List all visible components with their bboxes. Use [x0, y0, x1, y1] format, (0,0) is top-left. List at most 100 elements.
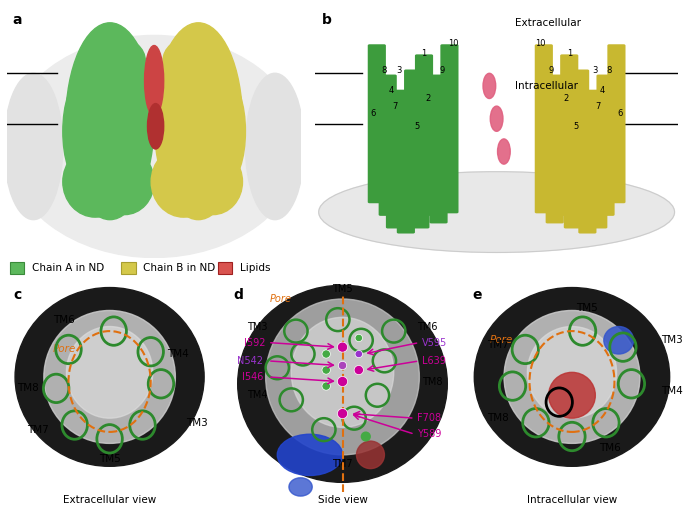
Ellipse shape [490, 106, 503, 131]
Text: I592: I592 [244, 337, 266, 348]
Ellipse shape [95, 149, 154, 215]
Ellipse shape [483, 73, 496, 98]
Ellipse shape [92, 38, 145, 83]
Ellipse shape [66, 327, 153, 418]
Text: 3: 3 [396, 66, 401, 75]
Text: L639: L639 [422, 356, 445, 366]
Ellipse shape [210, 81, 245, 182]
Ellipse shape [151, 146, 216, 217]
Text: 6: 6 [371, 109, 376, 118]
Circle shape [322, 350, 330, 358]
Bar [10, 262, 25, 274]
Text: c: c [13, 287, 21, 302]
Text: d: d [233, 287, 243, 302]
Ellipse shape [7, 36, 301, 258]
FancyBboxPatch shape [415, 55, 433, 216]
Circle shape [354, 366, 364, 374]
Bar [121, 262, 136, 274]
Ellipse shape [147, 104, 164, 149]
Ellipse shape [154, 23, 242, 220]
Text: Intracellular view: Intracellular view [527, 495, 617, 505]
Text: Side view: Side view [318, 495, 367, 505]
Circle shape [338, 408, 347, 419]
Text: 8: 8 [382, 66, 387, 75]
Text: V595: V595 [422, 337, 447, 348]
FancyBboxPatch shape [578, 105, 597, 233]
Ellipse shape [356, 441, 384, 469]
Text: 10: 10 [535, 39, 545, 47]
Text: TM3: TM3 [661, 335, 683, 345]
FancyBboxPatch shape [429, 75, 447, 224]
Text: 1: 1 [566, 48, 572, 58]
FancyBboxPatch shape [597, 75, 614, 216]
Ellipse shape [277, 434, 342, 475]
Text: Chain A in ND: Chain A in ND [32, 263, 104, 273]
Ellipse shape [266, 299, 419, 455]
Text: TM7: TM7 [27, 425, 49, 435]
Ellipse shape [184, 149, 242, 215]
Ellipse shape [604, 327, 634, 354]
Circle shape [361, 432, 371, 441]
Text: 1: 1 [421, 48, 427, 58]
Text: TM3: TM3 [186, 418, 208, 428]
Ellipse shape [15, 287, 204, 466]
Text: Extracellular: Extracellular [515, 18, 581, 28]
Text: 9: 9 [440, 66, 445, 75]
Text: TM4: TM4 [247, 390, 268, 400]
FancyBboxPatch shape [440, 44, 458, 213]
Text: F708: F708 [417, 413, 441, 423]
Text: 2: 2 [425, 94, 430, 103]
Text: Lipids: Lipids [240, 263, 271, 273]
Text: TM8: TM8 [17, 383, 39, 393]
Text: 5: 5 [414, 122, 419, 131]
Ellipse shape [63, 81, 98, 182]
FancyBboxPatch shape [404, 70, 422, 226]
Ellipse shape [291, 317, 394, 427]
Circle shape [322, 366, 330, 374]
FancyBboxPatch shape [586, 90, 603, 221]
Text: TM6: TM6 [53, 315, 75, 324]
Circle shape [322, 382, 330, 390]
FancyBboxPatch shape [397, 105, 415, 233]
FancyBboxPatch shape [368, 44, 386, 203]
FancyBboxPatch shape [379, 75, 397, 216]
Text: a: a [13, 13, 22, 27]
Text: TM7: TM7 [332, 459, 353, 469]
FancyBboxPatch shape [608, 44, 625, 203]
Ellipse shape [549, 372, 595, 418]
Text: 3: 3 [592, 66, 597, 75]
Text: TM4: TM4 [661, 386, 683, 396]
Bar [218, 262, 232, 274]
Text: TM3: TM3 [247, 321, 268, 332]
Text: Chain B in ND: Chain B in ND [143, 263, 216, 273]
Text: Pore: Pore [489, 335, 512, 345]
FancyBboxPatch shape [571, 70, 589, 226]
Text: TM6: TM6 [417, 321, 438, 332]
Text: TM5: TM5 [99, 454, 121, 465]
Text: 8: 8 [606, 66, 612, 75]
Text: 6: 6 [617, 109, 623, 118]
Circle shape [355, 334, 362, 341]
Text: Y589: Y589 [417, 429, 441, 439]
Text: Pore: Pore [269, 294, 291, 304]
Ellipse shape [527, 327, 616, 418]
Text: b: b [323, 13, 332, 27]
Text: 9: 9 [549, 66, 553, 75]
Ellipse shape [289, 478, 312, 496]
Text: TM6: TM6 [599, 443, 621, 453]
FancyBboxPatch shape [589, 100, 608, 229]
Circle shape [338, 342, 347, 352]
Ellipse shape [245, 73, 304, 220]
Circle shape [338, 376, 347, 387]
Ellipse shape [66, 23, 154, 220]
Text: 4: 4 [388, 87, 394, 95]
Text: Intracellular: Intracellular [515, 81, 577, 91]
Text: e: e [472, 287, 482, 302]
Text: 2: 2 [563, 94, 569, 103]
Text: TM7: TM7 [487, 340, 509, 350]
Ellipse shape [63, 146, 127, 217]
Text: TM5: TM5 [576, 303, 598, 313]
Ellipse shape [497, 139, 510, 164]
Text: TM5: TM5 [332, 284, 353, 294]
Circle shape [338, 362, 347, 370]
